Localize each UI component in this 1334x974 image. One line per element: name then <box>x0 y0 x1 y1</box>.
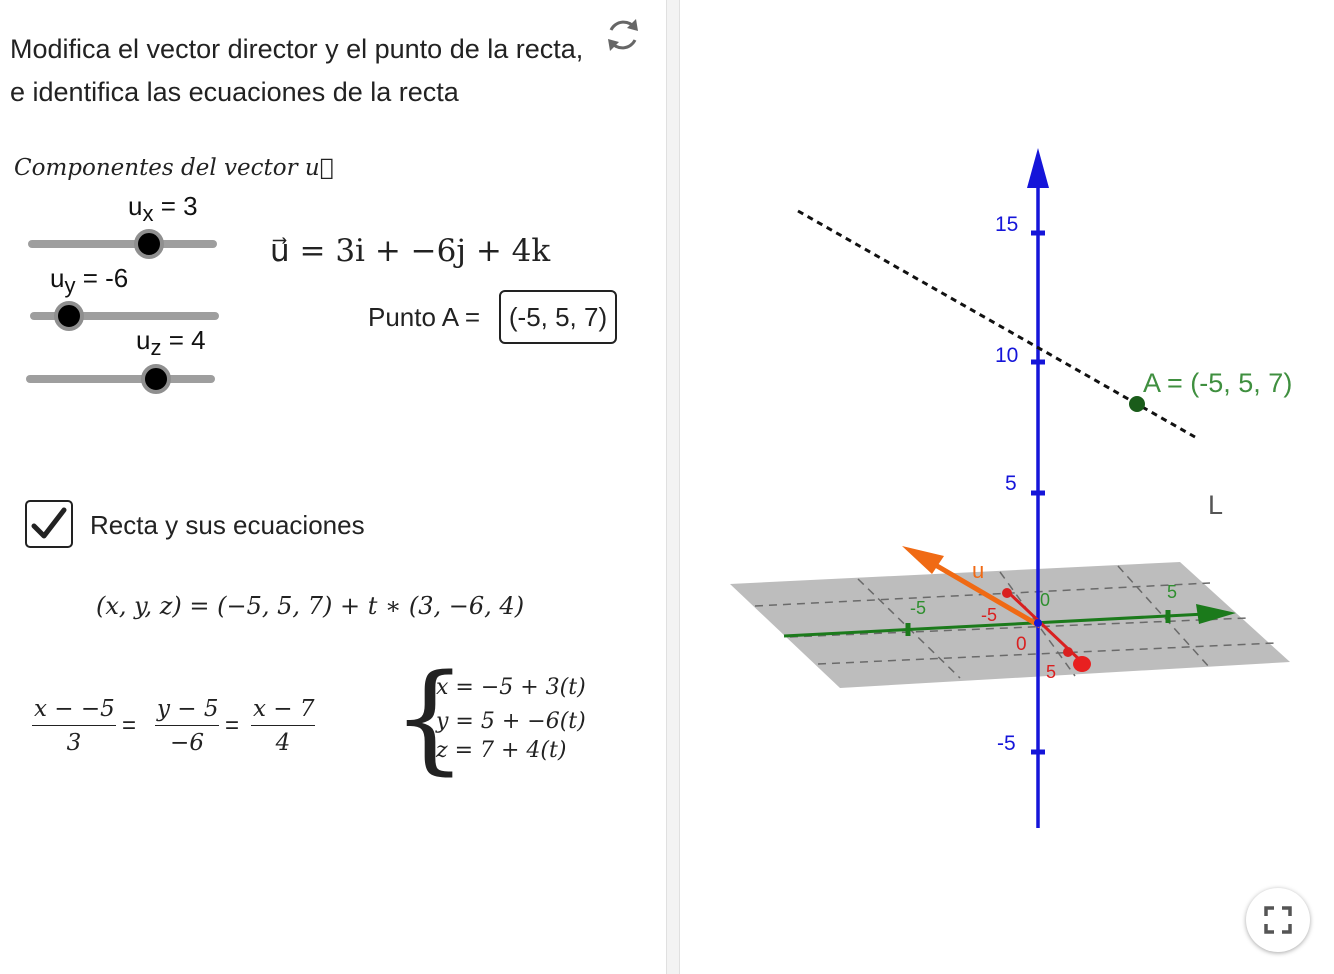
plane-label-x-neg5: -5 <box>981 605 998 625</box>
instruction-text: Modifica el vector director y el punto d… <box>10 28 583 114</box>
symmetric-fraction-y-num: y − 5 <box>155 696 219 726</box>
slider-ux-track[interactable] <box>28 240 217 248</box>
symmetric-eq-2: = <box>225 712 240 739</box>
symmetric-fraction-y-den: −6 <box>170 730 204 756</box>
vector-u-label: u <box>972 558 985 583</box>
symmetric-fraction-y: y − 5 −6 <box>155 696 219 756</box>
symmetric-fraction-z-den: 4 <box>275 730 291 756</box>
punto-input[interactable]: (-5, 5, 7) <box>499 290 617 344</box>
symmetric-fraction-x-num: x − −5 <box>32 696 116 726</box>
instruction-line-1: Modifica el vector director y el punto d… <box>10 34 584 64</box>
point-A[interactable] <box>1129 396 1145 412</box>
left-panel: Modifica el vector director y el punto d… <box>0 0 666 974</box>
components-label: Componentes del vector u⃗ <box>14 155 334 181</box>
slider-ux-caption: ux = 3 <box>128 191 198 226</box>
plane-label-origin-z: 0 <box>1016 634 1027 655</box>
slider-ux-value: = 3 <box>160 191 198 221</box>
plane-label-origin-y: 0 <box>1040 590 1051 610</box>
slider-uz-sub: z <box>150 335 162 360</box>
instruction-line-2: e identifica las ecuaciones de la recta <box>10 77 459 107</box>
slider-uz-var: u <box>136 325 151 355</box>
plane-label-y-neg5: -5 <box>910 598 927 618</box>
origin-point <box>1034 619 1042 627</box>
x-tick-neg <box>1002 588 1012 598</box>
system-row-y: y = 5 + −6(t) <box>436 709 586 734</box>
point-A-label: A = (-5, 5, 7) <box>1143 368 1293 398</box>
vector-equation: u⃗ = 3i + −6j + 4k <box>270 233 551 269</box>
vector-u-arrowhead <box>902 546 944 574</box>
y-axis-arrow <box>1196 604 1236 624</box>
symmetric-fraction-z-num: x − 7 <box>251 696 315 726</box>
z-label-neg5: -5 <box>997 732 1016 755</box>
vector-u <box>918 553 1042 629</box>
vector-line-equation: (x, y, z) = (−5, 5, 7) + t ∗ (3, −6, 4) <box>96 592 525 620</box>
slider-uz-track[interactable] <box>26 375 215 383</box>
symmetric-eq-1: = <box>122 712 137 739</box>
slider-uy-var: u <box>50 263 65 293</box>
system-brace: { <box>392 648 468 786</box>
z-label-10: 10 <box>995 344 1019 367</box>
slider-uz-value: = 4 <box>168 325 206 355</box>
fullscreen-button[interactable] <box>1246 888 1310 952</box>
slider-uz-knob[interactable] <box>141 364 171 394</box>
panel-divider[interactable] <box>666 0 680 974</box>
z-axis-arrow <box>1027 148 1049 188</box>
plane-label-y-5: 5 <box>1167 582 1178 602</box>
x-axis-arrow <box>1073 656 1091 672</box>
slider-uy-track[interactable] <box>30 312 219 320</box>
y-axis <box>783 612 1206 638</box>
symmetric-fraction-z: x − 7 4 <box>251 696 315 756</box>
system-row-z: z = 7 + 4(t) <box>436 738 567 763</box>
slider-uz-caption: uz = 4 <box>136 325 206 360</box>
check-icon <box>31 507 67 539</box>
line-L-label: L <box>1208 490 1224 520</box>
system-row-x: x = −5 + 3(t) <box>436 675 586 700</box>
punto-label: Punto A = <box>368 302 481 332</box>
slider-ux-knob[interactable] <box>134 229 164 259</box>
z-label-15: 15 <box>995 213 1019 236</box>
z-label-5: 5 <box>1005 472 1017 495</box>
slider-uy-caption: uy = -6 <box>50 263 129 298</box>
recta-checkbox-label: Recta y sus ecuaciones <box>90 510 365 540</box>
x-tick-pos <box>1063 647 1073 657</box>
symmetric-fraction-x-den: 3 <box>66 730 82 756</box>
plane-label-x-5: 5 <box>1046 662 1057 682</box>
slider-uy-value: = -6 <box>82 263 129 293</box>
slider-ux-sub: x <box>142 201 154 226</box>
slider-uy-sub: y <box>64 273 76 298</box>
slider-uy-knob[interactable] <box>54 301 84 331</box>
slider-ux-var: u <box>128 191 143 221</box>
graphics-3d-view[interactable] <box>680 0 1334 974</box>
fullscreen-icon <box>1264 906 1292 934</box>
recta-checkbox[interactable] <box>25 500 73 548</box>
symmetric-fraction-x: x − −5 3 <box>32 696 116 756</box>
reset-icon[interactable] <box>602 14 644 56</box>
z-ticks <box>1031 230 1045 755</box>
